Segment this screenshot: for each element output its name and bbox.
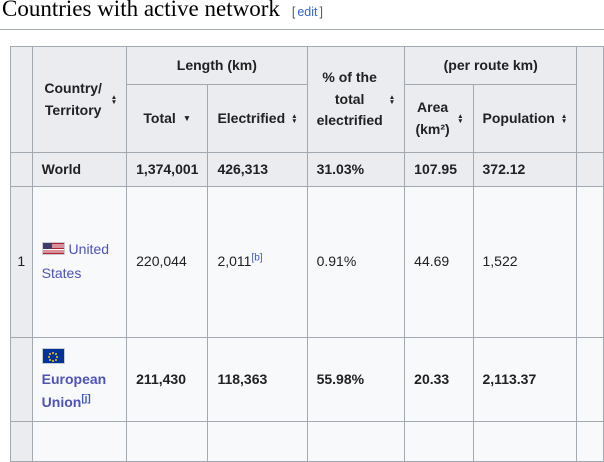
col-header-electrified-label: Electrified bbox=[217, 109, 286, 126]
world-population: 372.12 bbox=[472, 152, 578, 187]
group-header-per-route: (per route km) bbox=[404, 46, 578, 85]
footnote-b-link[interactable]: [b] bbox=[251, 252, 263, 264]
col-header-total[interactable]: Total ▼ bbox=[126, 84, 209, 153]
footnote-j-link[interactable]: [j] bbox=[81, 393, 91, 405]
edit-section: [edit] bbox=[292, 5, 323, 19]
page-title: Countries with active network bbox=[2, 0, 280, 21]
col-header-area[interactable]: Area (km²) ▲ ▼ bbox=[404, 84, 474, 153]
col-header-country[interactable]: Country/ Territory ▲ ▼ bbox=[31, 46, 128, 153]
sort-icon[interactable]: ▲ ▼ bbox=[560, 112, 568, 125]
sort-icon[interactable]: ▲ ▼ bbox=[457, 112, 464, 125]
section-heading: Countries with active network [edit] bbox=[2, 0, 323, 22]
edit-bracket-close: ] bbox=[319, 5, 323, 19]
col-header-country-label: Country/ Territory bbox=[44, 79, 102, 118]
total-cell: 220,044 bbox=[126, 186, 209, 338]
edit-link[interactable]: edit bbox=[297, 5, 318, 19]
population-cell: 1,522 bbox=[472, 186, 578, 338]
population-cell: 2,113.37 bbox=[472, 337, 578, 422]
world-area: 107.95 bbox=[404, 152, 474, 187]
sort-desc-icon[interactable]: ▼ bbox=[182, 112, 192, 123]
pct-cell: 0.91% bbox=[306, 186, 406, 338]
corner-cell bbox=[10, 46, 33, 153]
electrified-cell: 118,363 bbox=[207, 337, 308, 422]
world-row: World 1,374,001 426,313 31.03% 107.95 37… bbox=[10, 152, 604, 187]
next-column-sliver bbox=[576, 186, 604, 338]
col-header-electrified[interactable]: Electrified ▲ ▼ bbox=[207, 84, 308, 153]
col-header-population-label: Population bbox=[482, 109, 555, 126]
eu-flag-icon bbox=[41, 348, 65, 365]
sort-icon[interactable]: ▲ ▼ bbox=[291, 112, 298, 125]
sort-icon[interactable]: ▲ ▼ bbox=[388, 93, 396, 106]
edit-bracket-open: [ bbox=[291, 5, 296, 19]
rank-cell bbox=[10, 421, 33, 462]
group-header-length: Length (km) bbox=[126, 46, 308, 85]
area-cell: 44.69 bbox=[404, 186, 474, 338]
area-cell: 20.33 bbox=[404, 337, 474, 422]
next-column-sliver bbox=[576, 337, 604, 422]
next-column-sliver bbox=[576, 152, 604, 187]
col-header-population[interactable]: Population ▲ ▼ bbox=[472, 84, 578, 153]
country-cell bbox=[31, 421, 128, 462]
table-row-united-states: 1 United States 220,044 2,011[b] 0.91% 4… bbox=[10, 186, 604, 338]
pct-cell: 55.98% bbox=[306, 337, 406, 422]
countries-table: Country/ Territory ▲ ▼ Length (km) % of t… bbox=[10, 46, 604, 462]
world-label: World bbox=[31, 152, 128, 187]
col-header-area-label: Area (km²) bbox=[415, 98, 450, 137]
rank-cell bbox=[10, 337, 33, 422]
col-header-pct-label: % of the total electrified bbox=[316, 68, 383, 129]
world-rank-cell bbox=[10, 152, 33, 187]
table-row-partial bbox=[10, 421, 604, 462]
us-flag-icon bbox=[41, 242, 65, 256]
world-electrified: 426,313 bbox=[207, 152, 308, 187]
rank-cell: 1 bbox=[10, 186, 33, 338]
country-cell: European Union[j] bbox=[31, 337, 128, 422]
world-total: 1,374,001 bbox=[126, 152, 209, 187]
sort-icon[interactable]: ▲ ▼ bbox=[110, 93, 118, 106]
country-cell: United States bbox=[31, 186, 128, 338]
country-link-united-states[interactable]: United States bbox=[41, 241, 110, 281]
next-column-sliver bbox=[576, 421, 604, 462]
header-row-groups: Country/ Territory ▲ ▼ Length (km) % of t… bbox=[10, 46, 604, 153]
col-header-total-label: Total bbox=[143, 109, 176, 126]
world-pct: 31.03% bbox=[306, 152, 406, 187]
col-header-pct[interactable]: % of the total electrified ▲ ▼ bbox=[306, 46, 406, 153]
next-column-sliver bbox=[576, 46, 604, 153]
total-cell: 211,430 bbox=[126, 337, 209, 422]
heading-divider bbox=[0, 29, 604, 30]
electrified-cell: 2,011[b] bbox=[207, 186, 308, 338]
country-link-european-union[interactable]: European Union bbox=[41, 370, 107, 411]
table-row-european-union: European Union[j] 211,430 118,363 55.98%… bbox=[10, 337, 604, 422]
